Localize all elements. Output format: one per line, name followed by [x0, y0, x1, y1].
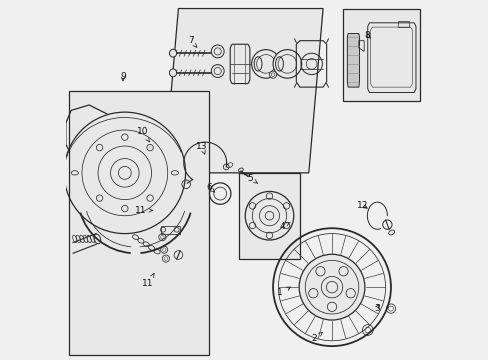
Polygon shape — [346, 33, 359, 87]
Text: 3: 3 — [373, 304, 379, 313]
Bar — [239, 173, 299, 258]
Text: 1: 1 — [277, 287, 290, 297]
Polygon shape — [164, 9, 323, 173]
Text: 13: 13 — [196, 141, 207, 154]
Ellipse shape — [169, 49, 176, 57]
Bar — [342, 9, 419, 102]
Text: 6: 6 — [205, 183, 214, 192]
Text: 4: 4 — [279, 222, 289, 231]
Text: 7: 7 — [188, 36, 196, 47]
Circle shape — [272, 50, 301, 78]
Circle shape — [299, 254, 364, 320]
Text: 12: 12 — [356, 201, 367, 210]
Bar — [69, 91, 208, 355]
Text: 11: 11 — [142, 274, 154, 288]
Circle shape — [211, 64, 224, 77]
Text: 9: 9 — [120, 72, 126, 81]
Bar — [160, 226, 180, 234]
Circle shape — [211, 45, 224, 58]
Text: 5: 5 — [246, 174, 257, 184]
Ellipse shape — [169, 69, 176, 77]
Circle shape — [269, 71, 276, 78]
Text: 8: 8 — [364, 31, 370, 40]
Circle shape — [251, 50, 280, 78]
Text: 2: 2 — [311, 332, 322, 343]
Text: 11: 11 — [135, 206, 152, 215]
Text: 10: 10 — [137, 127, 149, 142]
